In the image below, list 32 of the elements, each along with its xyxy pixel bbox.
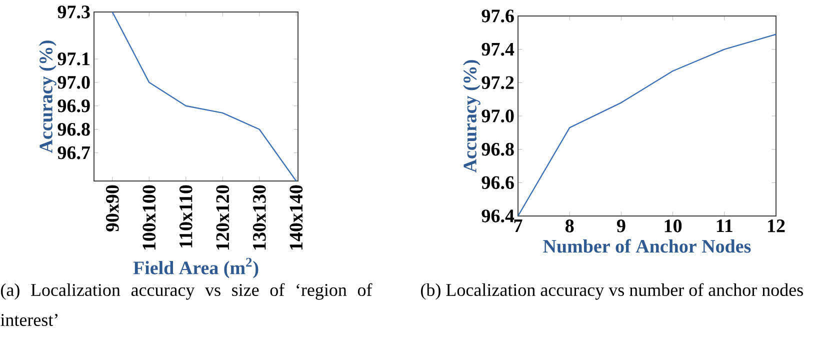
x-tick-label: 130x130 [252, 185, 266, 250]
y-tick-label: 97.1 [58, 52, 90, 66]
y-tick-label: 97.0 [482, 110, 514, 122]
text: (b) Localization accuracy vs number of anchor nodes [421, 283, 803, 300]
y-axis-title: Accuracy (%) [39, 40, 56, 154]
x-tick-label: 7 [514, 220, 522, 232]
x-tick-label: 8 [565, 220, 574, 232]
x-tick-label: 90x90 [106, 185, 119, 232]
y-tick-label: 96.6 [482, 176, 514, 190]
x-axis-title: Number of Anchor Nodes [543, 239, 751, 253]
y-tick-label: 97.4 [482, 42, 514, 56]
y-tick-label: 96.4 [482, 210, 514, 222]
y-tick-label: 96.7 [58, 146, 90, 160]
y-tick-label: 97.0 [58, 76, 90, 89]
x-tick-label: 12 [768, 220, 785, 232]
y-axis-title: Accuracy (%) [463, 60, 480, 173]
x-tick-label: 120x120 [216, 185, 230, 250]
x-tick-label: 110x110 [179, 185, 192, 248]
y-tick-label: 97.6 [482, 10, 514, 22]
y-tick-label: 96.8 [482, 142, 514, 156]
x-tick-label: 9 [616, 220, 626, 232]
x-tick-label: 140x140 [290, 185, 303, 250]
line-series [518, 34, 776, 216]
y-tick-label: 96.9 [58, 99, 90, 112]
x-tick-label: 100x100 [142, 185, 156, 250]
y-tick-label: 97.2 [482, 76, 514, 90]
x-axis-title: Field Area (m$^{2}$) [133, 258, 258, 278]
x-tick-label: 10 [664, 220, 682, 232]
y-tick-label: 96.8 [58, 122, 90, 136]
x-tick-label: 11 [716, 220, 732, 232]
y-tick-label: 97.3 [58, 6, 90, 18]
text: (a) Localization accuracy vs size of ‘region of interest’ [0, 283, 372, 326]
